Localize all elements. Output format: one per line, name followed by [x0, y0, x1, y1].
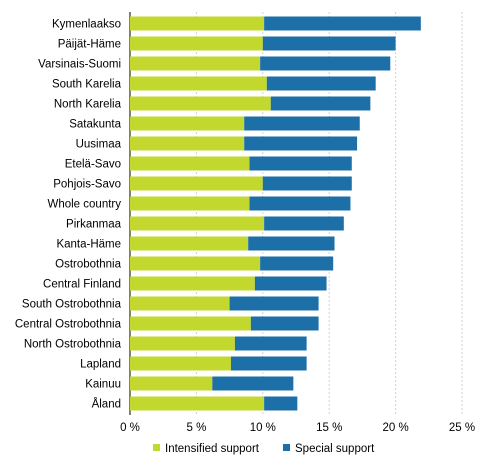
bar-segment	[130, 316, 251, 331]
bar-segment	[250, 316, 319, 331]
bar-segment	[130, 76, 267, 91]
category-label: Pirkanmaa	[66, 219, 122, 231]
category-label: Ostrobothnia	[55, 259, 121, 271]
x-tick-label: 10 %	[250, 422, 276, 434]
category-label: Pohjois-Savo	[53, 179, 121, 191]
category-label: Kainuu	[85, 379, 121, 391]
category-label: Uusimaa	[76, 139, 122, 151]
bar-segment	[262, 176, 352, 191]
bar-segment	[264, 396, 298, 411]
category-label: Central Finland	[43, 279, 121, 291]
category-label: Kymenlaakso	[52, 19, 121, 31]
x-tick-label: 20 %	[382, 422, 408, 434]
category-label: North Ostrobothnia	[24, 339, 122, 351]
bar-segment	[130, 56, 261, 71]
category-label: South Karelia	[52, 79, 122, 91]
bar-segment	[260, 56, 391, 71]
bar-segment	[244, 136, 358, 151]
bar-segment	[130, 396, 265, 411]
x-tick-label: 25 %	[449, 422, 475, 434]
category-label: Varsinais-Suomi	[38, 59, 121, 71]
category-label: Whole country	[47, 199, 121, 211]
bar-segment	[130, 336, 235, 351]
legend: Intensified support Special support	[153, 443, 375, 455]
bar-segment	[130, 236, 249, 251]
category-label: Central Ostrobothnia	[15, 319, 122, 331]
bar-segment	[130, 356, 231, 371]
bar-segment	[130, 36, 263, 51]
category-label: Lapland	[80, 359, 121, 371]
bar-segment	[130, 96, 271, 111]
bar-segment	[130, 376, 213, 391]
bar-segment	[264, 216, 344, 231]
bar-segment	[130, 216, 265, 231]
bar-segment	[130, 276, 255, 291]
bar-segment	[249, 196, 351, 211]
bar-segment	[212, 376, 294, 391]
bar-segment	[260, 256, 334, 271]
bar-segment	[262, 36, 396, 51]
x-tick-labels: 0 % 5 % 10 % 15 % 20 % 25 %	[120, 422, 475, 434]
category-label: Kanta-Häme	[56, 239, 121, 251]
category-label: Etelä-Savo	[65, 159, 121, 171]
category-label: Satakunta	[69, 119, 121, 131]
legend-swatch	[153, 444, 160, 451]
bar-segment	[230, 356, 307, 371]
bar-segment	[130, 196, 250, 211]
bar-segment	[130, 256, 261, 271]
x-tick-label: 15 %	[316, 422, 342, 434]
category-label: Åland	[92, 398, 121, 411]
bar-segment	[130, 156, 250, 171]
gridlines	[129, 12, 463, 415]
category-label: Päijät-Häme	[58, 39, 121, 51]
bar-segment	[266, 76, 376, 91]
bar-segment	[130, 116, 245, 131]
bar-segment	[234, 336, 307, 351]
bar-segment	[130, 136, 245, 151]
bar-segment	[254, 276, 327, 291]
bar-segment	[244, 116, 360, 131]
category-labels: Kymenlaakso Päijät-Häme Varsinais-Suomi Sou…	[15, 19, 122, 411]
legend-label: Special support	[295, 443, 375, 455]
bar-segment	[249, 156, 352, 171]
bar-segment	[130, 176, 263, 191]
category-label: North Karelia	[54, 99, 122, 111]
x-tick-label: 5 %	[186, 422, 206, 434]
bar-segment	[248, 236, 335, 251]
bar-segment	[270, 96, 371, 111]
bar-segment	[264, 16, 421, 31]
bar-segment	[130, 16, 265, 31]
bar-segment	[130, 296, 230, 311]
bar-segment	[229, 296, 319, 311]
category-label: South Ostrobothnia	[22, 299, 122, 311]
legend-swatch	[283, 444, 290, 451]
x-tick-label: 0 %	[120, 422, 140, 434]
bars	[130, 16, 421, 411]
legend-label: Intensified support	[165, 443, 260, 455]
